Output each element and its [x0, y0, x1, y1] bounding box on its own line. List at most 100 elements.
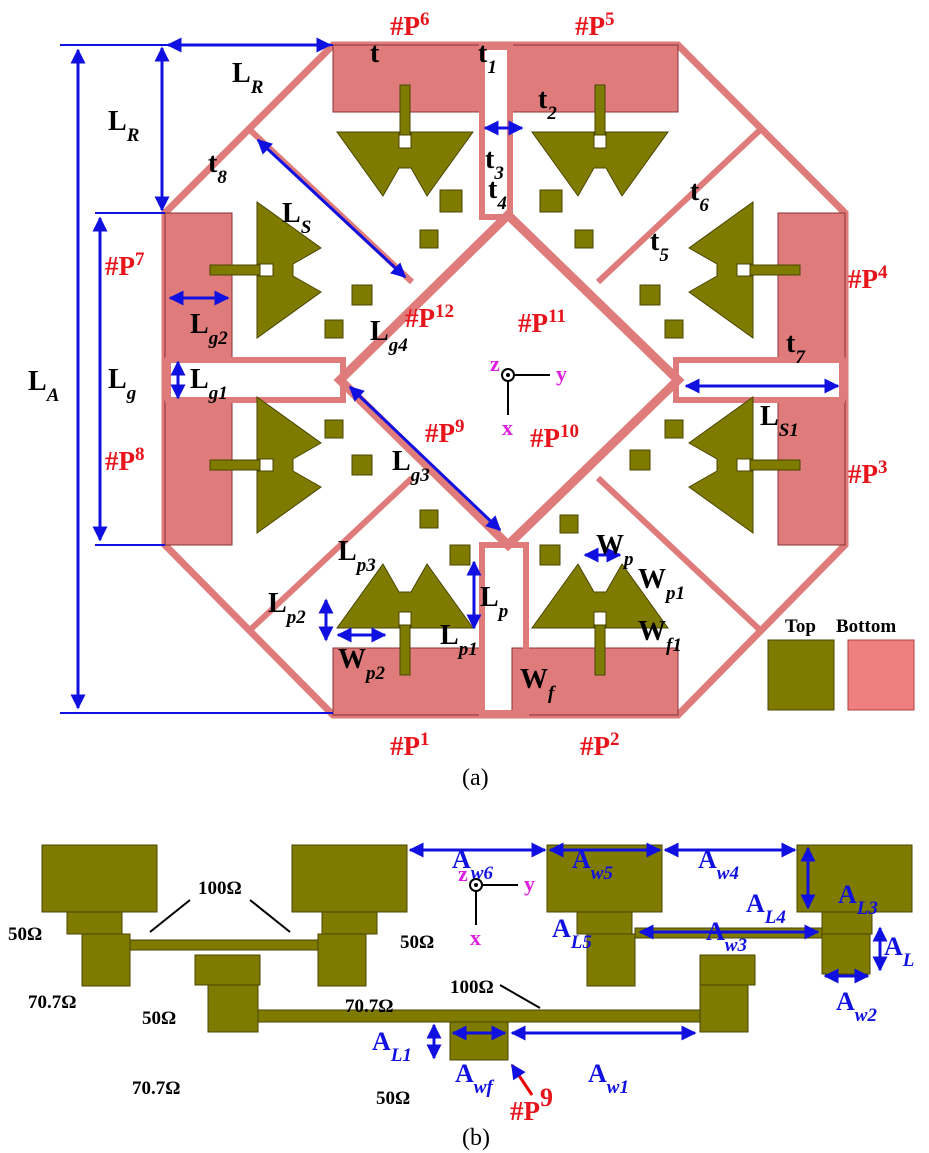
- dimension-label: LR: [232, 58, 263, 98]
- dimension-label-base: L: [232, 58, 251, 89]
- port-label-base: #P: [405, 303, 435, 333]
- port-label-sup: 7: [135, 249, 145, 270]
- figure: tt1t2t3t4t5t6t7t8LRLRLSLALgLg1Lg2Lg3Lg4L…: [0, 0, 929, 1153]
- port-label-sup: 2: [610, 729, 620, 750]
- dimension-label: Lg: [108, 364, 136, 404]
- dimension-label: t: [370, 38, 380, 69]
- dimension-label-base: L: [282, 198, 301, 229]
- dimension-label: Aw1: [588, 1059, 629, 1098]
- dimension-label-sub: S1: [779, 420, 799, 441]
- axis-label: z: [458, 861, 468, 886]
- port-label-base: #P: [425, 418, 455, 448]
- port-label: #P4: [848, 262, 888, 295]
- dimension-label: AL1: [372, 1027, 412, 1066]
- dimension-label-sub: L3: [856, 898, 878, 919]
- port-label: #P2: [580, 729, 620, 762]
- dimension-label: AL: [884, 932, 914, 971]
- dimension-label: LA: [28, 366, 59, 406]
- dimension-label-sub: g: [126, 383, 137, 404]
- dimension-label-base: A: [836, 987, 855, 1016]
- impedance-label: 100Ω: [450, 977, 494, 998]
- port-label-base: #P: [390, 11, 420, 41]
- dimension-label-base: A: [698, 845, 717, 874]
- dimension-label-base: L: [28, 366, 47, 397]
- dimension-label-sub: L: [902, 950, 915, 971]
- caption: (b): [462, 1125, 490, 1151]
- axis-label: y: [524, 871, 535, 896]
- axis-label: x: [502, 415, 513, 440]
- dimension-label-base: A: [746, 889, 765, 918]
- port-label-sup: 12: [435, 301, 454, 322]
- axis-origin-dot: [506, 373, 510, 377]
- dimension-label-sub: 7: [795, 347, 806, 368]
- port-label-sup: 4: [878, 262, 888, 283]
- impedance-label: 50Ω: [8, 924, 42, 945]
- dimension-label-base: L: [440, 620, 459, 651]
- dimension-label: Aw3: [706, 917, 747, 956]
- port-label-base: #P: [848, 264, 878, 294]
- port-label-base: #P: [530, 423, 560, 453]
- impedance-label: 70.7Ω: [345, 996, 393, 1017]
- dimension-label-sub: p1: [457, 639, 478, 660]
- dimension-label: LR: [108, 106, 139, 146]
- dimension-label-base: W: [596, 530, 624, 561]
- port-label-sup: 11: [548, 306, 566, 327]
- port-label: #P9: [510, 1083, 553, 1127]
- port-label-base: #P: [580, 731, 610, 761]
- dimension-label-sub: p: [622, 549, 634, 570]
- port-label-sup: 6: [420, 9, 430, 30]
- port-label-sup: 9: [455, 416, 465, 437]
- dimension-label-base: A: [552, 914, 571, 943]
- dimension-label-sub: w4: [717, 863, 739, 884]
- dimension-label-base: W: [638, 564, 666, 595]
- dimension-label: Awf: [455, 1059, 494, 1098]
- dimension-label-base: L: [108, 364, 127, 395]
- dimension-label-sub: S: [301, 217, 312, 238]
- axis-label: y: [556, 361, 567, 386]
- dimension-label-base: L: [760, 401, 779, 432]
- dimension-label-base: A: [572, 845, 591, 874]
- port-label-sup: 10: [560, 421, 579, 442]
- port-label-base: #P: [510, 1096, 540, 1126]
- port-label-base: #P: [105, 251, 135, 281]
- port-label: #P3: [848, 457, 888, 490]
- axis-label: x: [470, 925, 481, 950]
- dimension-label-base: A: [884, 932, 903, 961]
- dimension-label-sub: p: [497, 601, 509, 622]
- port-label: #P6: [390, 9, 430, 42]
- dimension-label: Aw2: [836, 987, 877, 1026]
- port-label-sup: 9: [540, 1083, 553, 1112]
- axis-label: z: [490, 351, 500, 376]
- dimension-label-sub: g3: [410, 465, 430, 486]
- dimension-label-base: A: [838, 880, 857, 909]
- dimension-label-sub: L4: [764, 907, 786, 928]
- dimension-label-sub: 1: [487, 57, 497, 78]
- caption: (a): [462, 765, 489, 791]
- impedance-label: 70.7Ω: [132, 1078, 180, 1099]
- dimension-label-sub: 6: [699, 195, 709, 216]
- dimension-label-sub: R: [250, 77, 264, 98]
- dimension-label-base: A: [372, 1027, 391, 1056]
- dimension-label-sub: L1: [390, 1045, 412, 1066]
- port-label-sup: 3: [878, 457, 888, 478]
- legend-label: Bottom: [836, 616, 896, 637]
- port-label-base: #P: [518, 308, 548, 338]
- port-label-sup: 1: [420, 729, 430, 750]
- dimension-label-sub: R: [126, 125, 140, 146]
- dimension-label-base: W: [520, 664, 548, 695]
- dimension-label-sub: p1: [664, 583, 685, 604]
- dimension-label-base: L: [190, 364, 209, 395]
- dimension-label-base: A: [588, 1059, 607, 1088]
- dimension-label-base: A: [455, 1059, 474, 1088]
- dimension-label-base: W: [338, 644, 366, 675]
- dimension-label-sub: L5: [570, 932, 593, 953]
- dimension-label-sub: f1: [666, 635, 682, 656]
- port-label: #P1: [390, 729, 430, 762]
- dimension-label-base: L: [338, 536, 357, 567]
- dimension-label-sub: 4: [496, 193, 507, 214]
- dimension-label-sub: w5: [591, 863, 614, 884]
- port-label-base: #P: [848, 459, 878, 489]
- dimension-label-base: L: [108, 106, 127, 137]
- dimension-label-sub: g1: [208, 383, 228, 404]
- port-label-base: #P: [390, 731, 420, 761]
